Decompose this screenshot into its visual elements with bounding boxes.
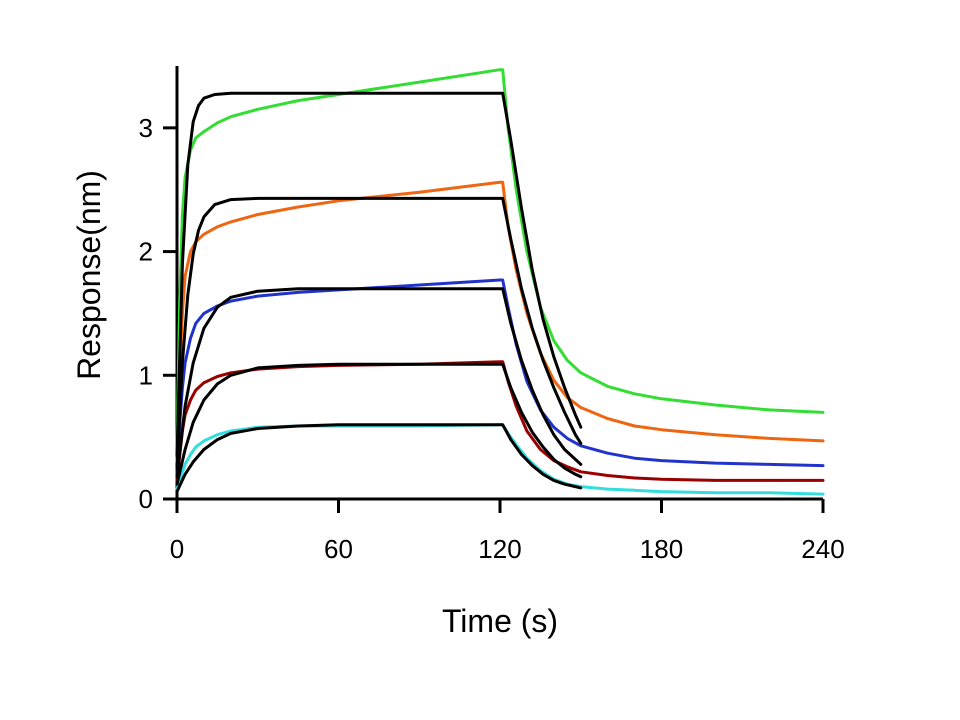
fit-curve-10 <box>175 423 583 494</box>
x-tick-label: 0 <box>170 534 184 564</box>
y-tick-label: 0 <box>139 484 153 514</box>
x-tick-label: 60 <box>324 534 353 564</box>
y-tick-label: 3 <box>139 113 153 143</box>
fit-curve-7 <box>175 196 583 470</box>
x-tick-label: 180 <box>640 534 683 564</box>
x-tick-label: 120 <box>478 534 521 564</box>
y-axis-title: Response(nm) <box>71 170 107 380</box>
axes: 0 60 120 180 240 0 1 2 3 <box>139 66 845 564</box>
fit-curve-6 <box>175 91 583 458</box>
fit-curve-8 <box>175 287 583 479</box>
x-ticks: 0 60 120 180 240 <box>170 499 845 564</box>
measured-curve-3 <box>175 278 825 476</box>
series-group <box>175 68 825 496</box>
y-tick-label: 2 <box>139 237 153 267</box>
x-axis-title: Time (s) <box>442 603 558 639</box>
x-tick-label: 240 <box>801 534 844 564</box>
measured-curve-1 <box>175 68 825 451</box>
measured-curve-4 <box>175 360 825 482</box>
y-ticks: 0 1 2 3 <box>139 113 177 514</box>
fit-curve-9 <box>175 362 583 486</box>
y-tick-label: 1 <box>139 360 153 390</box>
measured-curve-2 <box>175 180 825 464</box>
